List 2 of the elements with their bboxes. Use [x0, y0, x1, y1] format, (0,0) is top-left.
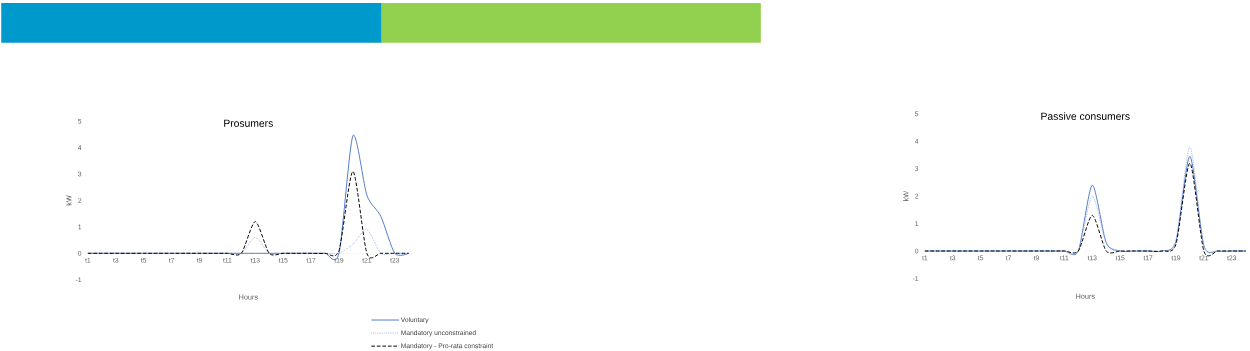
chart-title: Prosumers: [224, 119, 273, 127]
chart-title: Passive consumers: [1041, 112, 1130, 120]
